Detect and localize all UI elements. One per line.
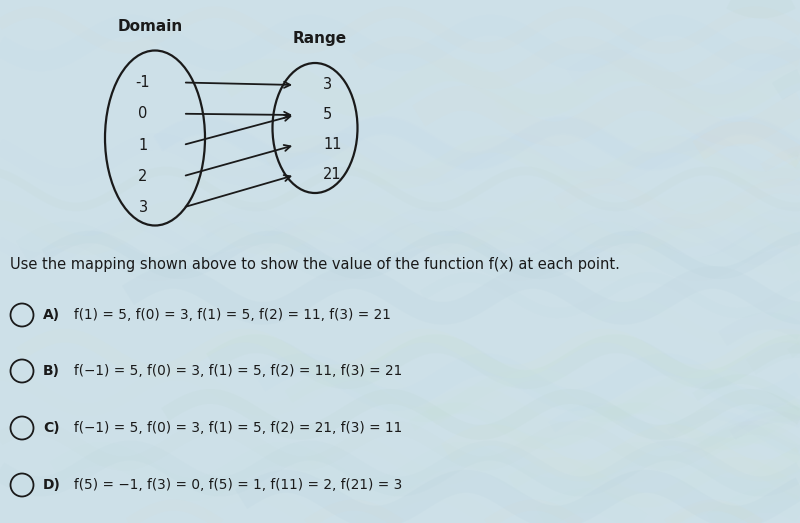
- Text: Range: Range: [293, 31, 347, 46]
- Text: Use the mapping shown above to show the value of the function f(x) at each point: Use the mapping shown above to show the …: [10, 257, 620, 272]
- Text: B): B): [43, 364, 60, 378]
- Text: Domain: Domain: [118, 18, 182, 33]
- Text: f(1) = 5, f(0) = 3, f(1) = 5, f(2) = 11, f(3) = 21: f(1) = 5, f(0) = 3, f(1) = 5, f(2) = 11,…: [74, 308, 391, 322]
- Text: 5: 5: [323, 108, 332, 122]
- Text: 11: 11: [323, 138, 342, 153]
- Text: D): D): [43, 478, 61, 492]
- Text: A): A): [43, 308, 60, 322]
- Text: 0: 0: [138, 106, 148, 121]
- Text: -1: -1: [136, 75, 150, 90]
- Text: f(−1) = 5, f(0) = 3, f(1) = 5, f(2) = 21, f(3) = 11: f(−1) = 5, f(0) = 3, f(1) = 5, f(2) = 21…: [74, 421, 402, 435]
- Text: C): C): [43, 421, 60, 435]
- Text: 3: 3: [138, 200, 147, 215]
- Text: 3: 3: [323, 77, 332, 93]
- Text: f(5) = −1, f(3) = 0, f(5) = 1, f(11) = 2, f(21) = 3: f(5) = −1, f(3) = 0, f(5) = 1, f(11) = 2…: [74, 478, 402, 492]
- Text: 2: 2: [138, 169, 148, 184]
- Text: f(−1) = 5, f(0) = 3, f(1) = 5, f(2) = 11, f(3) = 21: f(−1) = 5, f(0) = 3, f(1) = 5, f(2) = 11…: [74, 364, 402, 378]
- Text: 1: 1: [138, 138, 148, 153]
- Text: 21: 21: [323, 167, 342, 183]
